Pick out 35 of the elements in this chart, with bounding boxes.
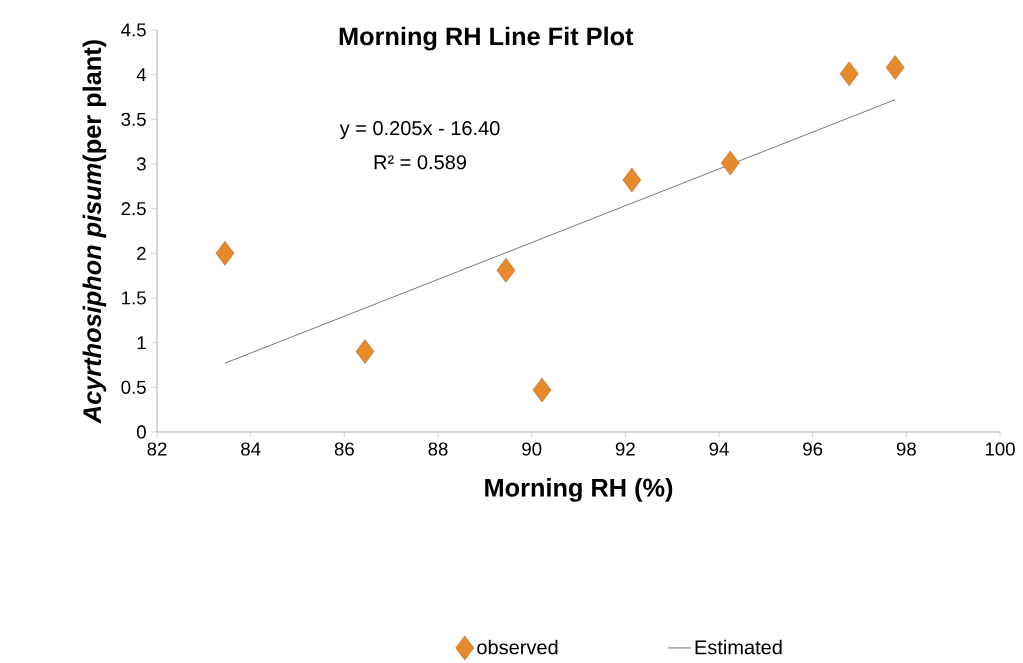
y-tick-label: 0.5 [121, 380, 146, 395]
y-tick-label: 2 [137, 247, 146, 261]
y-tick-label: 0 [136, 425, 146, 439]
y-tick-label: 1 [137, 336, 146, 350]
point [885, 55, 905, 80]
annotation: y = 0.205x - 16.40 [339, 121, 500, 140]
legend-label: Estimated [695, 639, 782, 655]
x-axis-title: Morning RH (%) [485, 478, 673, 503]
x-tick-label: 84 [241, 442, 261, 456]
legend-label: observed [477, 639, 558, 655]
point [215, 241, 235, 266]
y-tick-label: 3.5 [121, 112, 146, 127]
point [496, 258, 516, 283]
x-tick-label: 92 [615, 442, 635, 456]
y-tick-label: 4.5 [121, 23, 146, 37]
y-tick-label: 4 [136, 68, 147, 82]
point [355, 339, 375, 365]
point [720, 151, 740, 176]
x-tick-label: 98 [896, 442, 916, 456]
x-tick-label: 96 [803, 442, 823, 456]
x-tick-label: 86 [334, 442, 354, 456]
point [532, 377, 552, 403]
x-tick-label: 88 [428, 442, 448, 456]
chart-title: Morning RH Line Fit Plot [339, 26, 634, 51]
point [622, 168, 642, 193]
x-tick-label: 100 [985, 442, 1015, 456]
x-tick-label: 94 [709, 442, 729, 456]
y-axis-title: Acyrthosiphon pisum(per plant) [82, 40, 107, 424]
point [839, 61, 859, 87]
y-tick-label: 1.5 [122, 291, 146, 305]
y-tick-label: 3 [136, 157, 146, 171]
annotation: R² = 0.589 [374, 155, 467, 170]
x-tick-label: 82 [147, 442, 167, 456]
x-tick-label: 90 [522, 442, 542, 456]
y-tick-label: 2.5 [121, 202, 146, 216]
